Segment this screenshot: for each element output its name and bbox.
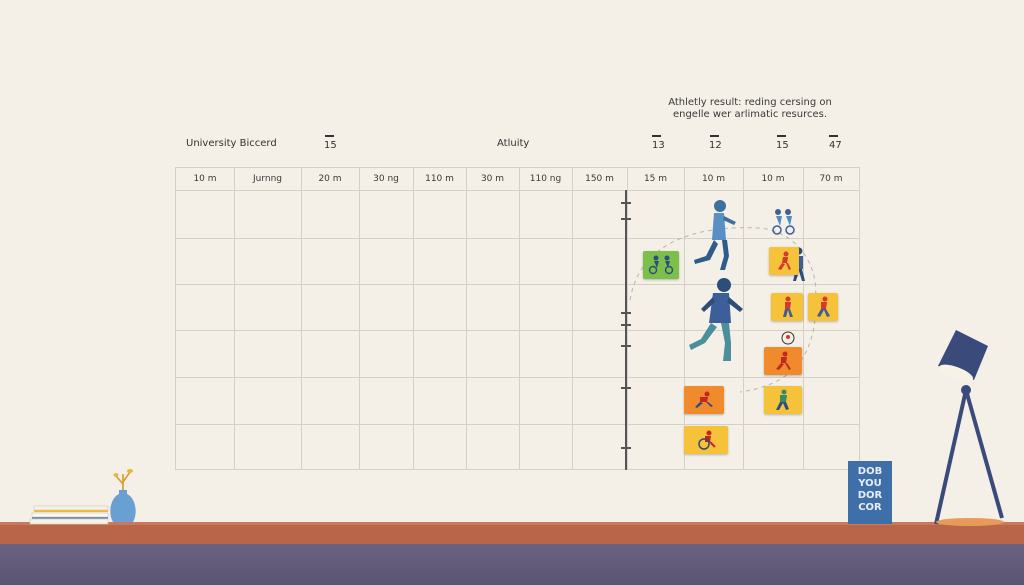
label-tick (710, 135, 719, 137)
axis-tick (621, 312, 631, 314)
col-divider (572, 168, 573, 469)
column-header: 30 ng (373, 174, 399, 184)
column-header: Jurnng (252, 174, 283, 184)
label-tick (829, 135, 838, 137)
book-sign-line: YOU (858, 478, 882, 489)
label-number-a: 15 (324, 140, 337, 151)
row-divider (176, 330, 859, 331)
axis-tick (621, 387, 631, 389)
runner-icon (783, 296, 793, 317)
col-divider (684, 168, 685, 469)
books-icon (29, 505, 109, 525)
medal-icon (781, 331, 795, 345)
timeline-axis (625, 190, 627, 470)
schedule-grid: 10 m Jurnng 20 m 30 ng 110 m 30 m 110 ng… (175, 167, 860, 470)
runner-icon (776, 389, 789, 410)
board-title: University Biccerd (186, 138, 277, 149)
column-header: 10 m (193, 174, 217, 184)
label-number-e: 47 (829, 140, 842, 151)
cyclist-icon (648, 255, 674, 275)
caption-line-2: engelle wer arlimatic resurces. (672, 109, 828, 120)
col-divider (519, 168, 520, 469)
axis-tick (621, 447, 631, 449)
floor (0, 544, 1024, 585)
desk-edge (0, 522, 1024, 525)
axis-tick (621, 345, 631, 347)
label-tick (325, 135, 334, 137)
row-divider (176, 424, 859, 425)
vase-icon (110, 469, 136, 522)
runner-icon (694, 200, 736, 270)
row-divider (176, 238, 859, 239)
col-divider (743, 168, 744, 469)
axis-tick (621, 218, 631, 220)
label-tick (652, 135, 661, 137)
header-divider (176, 190, 859, 191)
axis-tick (621, 202, 631, 204)
column-header: 20 m (318, 174, 342, 184)
book-sign-line: DOB (857, 466, 883, 477)
column-header: 10 m (701, 174, 726, 184)
desk-lamp-icon (934, 330, 1004, 526)
column-header: 150 m (585, 174, 614, 184)
desk-shelf (0, 522, 1024, 544)
col-divider (627, 168, 628, 469)
activity-card-cycling[interactable] (643, 251, 679, 279)
col-divider (803, 168, 804, 469)
cyclist-icon (772, 209, 795, 235)
runner-icon (689, 278, 743, 361)
column-header: 15 m (643, 174, 668, 184)
column-header: 70 m (819, 174, 843, 184)
col-divider (301, 168, 302, 469)
col-divider (466, 168, 467, 469)
activity-card[interactable] (764, 386, 802, 414)
runner-icon (695, 391, 713, 408)
column-header: 10 m (761, 174, 785, 184)
column-header: 30 m (480, 174, 505, 184)
runner-icon (778, 251, 791, 270)
label-tick (777, 135, 786, 137)
activity-card[interactable] (764, 347, 802, 375)
activity-card[interactable] (808, 293, 838, 321)
column-header: 110 m (425, 174, 454, 184)
col-divider (413, 168, 414, 469)
runner-icon (817, 296, 830, 317)
column-header: 110 ng (529, 174, 562, 184)
activity-card[interactable] (771, 293, 803, 321)
col-divider (359, 168, 360, 469)
label-number-c: 12 (709, 140, 722, 151)
axis-tick (621, 324, 631, 326)
label-number-d: 15 (776, 140, 789, 151)
activity-card[interactable] (684, 386, 724, 414)
book-sign: DOB YOU DOR COR (848, 461, 892, 524)
runner-icon (776, 351, 791, 370)
result-caption: Athletly result: reding cersing on engel… (640, 97, 860, 121)
row-divider (176, 377, 859, 378)
col-divider (234, 168, 235, 469)
book-sign-line: COR (858, 502, 882, 513)
activity-card[interactable] (769, 247, 799, 275)
label-number-b: 13 (652, 140, 665, 151)
activity-title: Atluity (497, 138, 530, 149)
book-sign-line: DOR (857, 490, 883, 501)
caption-line-1: Athletly result: reding cersing on (668, 97, 832, 108)
wheelchair-athlete-icon (698, 430, 716, 450)
activity-card[interactable] (684, 426, 728, 454)
row-divider (176, 284, 859, 285)
